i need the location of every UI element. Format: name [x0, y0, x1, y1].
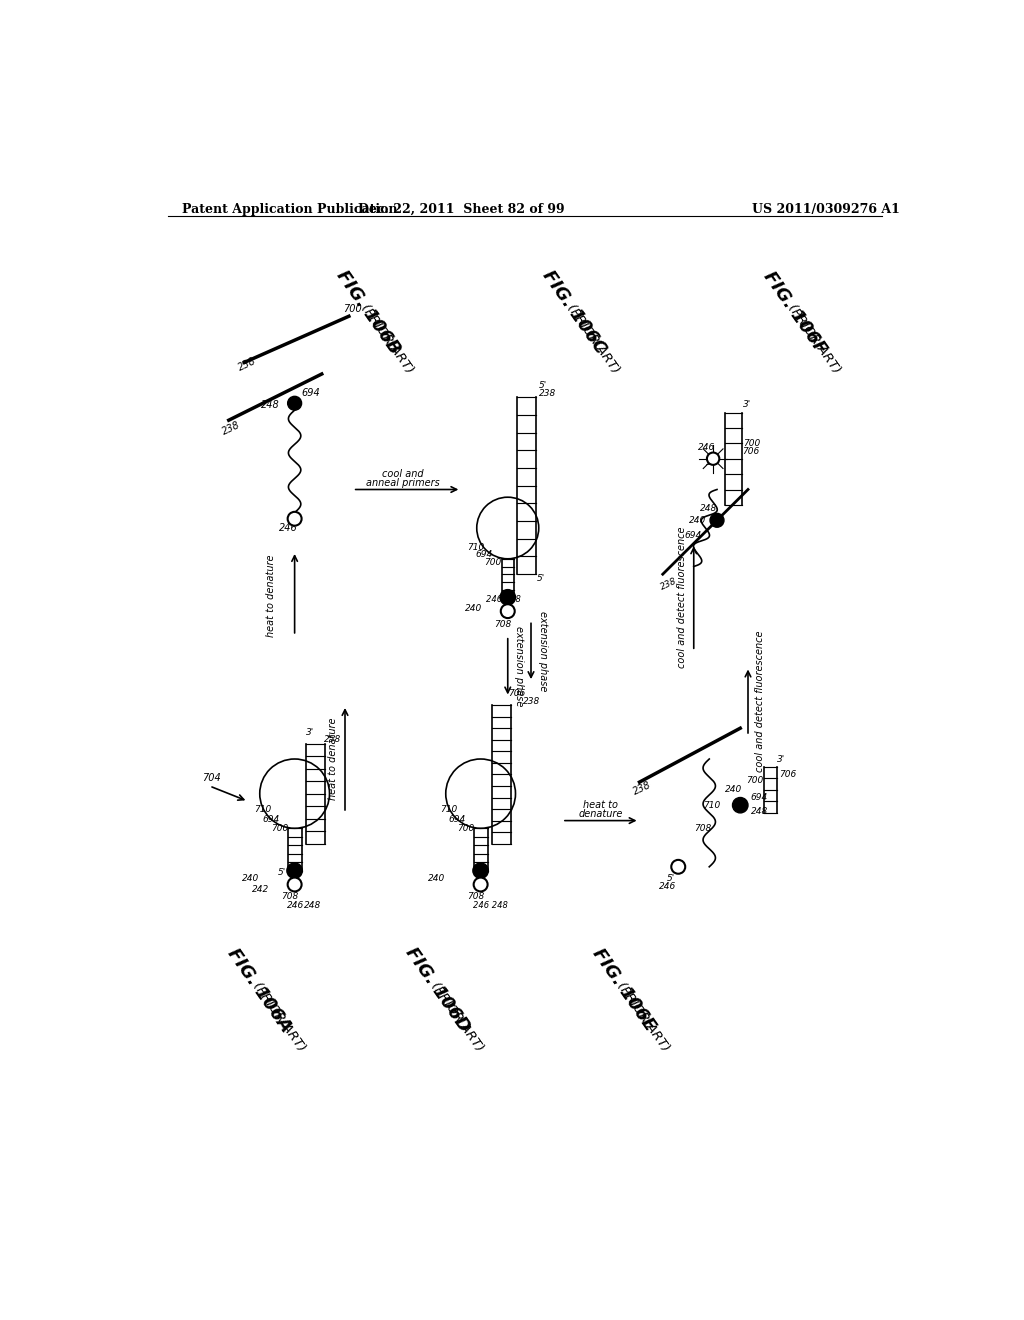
Text: 246 248: 246 248: [486, 595, 521, 605]
Text: 694: 694: [751, 793, 768, 803]
Text: heat to denature: heat to denature: [266, 554, 276, 638]
Text: 706: 706: [779, 770, 797, 779]
Circle shape: [500, 590, 515, 605]
Text: (PRIOR ART): (PRIOR ART): [785, 302, 843, 376]
Text: 710: 710: [702, 801, 720, 809]
Text: 708: 708: [467, 891, 484, 900]
Text: 5': 5': [278, 867, 286, 876]
Text: 248: 248: [304, 900, 322, 909]
Text: (PRIOR ART): (PRIOR ART): [358, 302, 417, 376]
Text: 246: 246: [658, 882, 676, 891]
Text: 710: 710: [467, 543, 484, 552]
Text: 238: 238: [539, 389, 556, 397]
Text: 238: 238: [632, 780, 653, 797]
Text: 238: 238: [658, 577, 678, 591]
Text: 710: 710: [440, 805, 458, 813]
Text: 248: 248: [751, 807, 768, 816]
Text: 700: 700: [271, 824, 289, 833]
Text: 3': 3': [777, 755, 785, 763]
Text: 708: 708: [693, 824, 711, 833]
Text: 240: 240: [465, 605, 482, 614]
Text: FIG. 106C: FIG. 106C: [539, 267, 609, 358]
Text: 238: 238: [523, 697, 541, 706]
Text: heat to denature: heat to denature: [329, 718, 338, 800]
Text: 5': 5': [538, 574, 546, 583]
Text: 240: 240: [725, 785, 742, 795]
Text: 5': 5': [539, 381, 547, 389]
Text: (PRIOR ART): (PRIOR ART): [564, 302, 622, 376]
Circle shape: [474, 878, 487, 891]
Text: 246: 246: [287, 900, 304, 909]
Text: FIG. 106D: FIG. 106D: [402, 944, 474, 1036]
Text: 694: 694: [302, 388, 321, 399]
Text: 3': 3': [742, 400, 751, 409]
Text: 240: 240: [428, 874, 445, 883]
Text: FIG. 106A: FIG. 106A: [224, 945, 295, 1035]
Text: 5': 5': [667, 874, 675, 883]
Text: 694: 694: [262, 814, 280, 824]
Text: 238: 238: [237, 356, 258, 374]
Text: anneal primers: anneal primers: [367, 478, 440, 488]
Text: Dec. 22, 2011  Sheet 82 of 99: Dec. 22, 2011 Sheet 82 of 99: [358, 203, 564, 216]
Text: cool and: cool and: [382, 469, 424, 479]
Text: 694: 694: [684, 531, 701, 540]
Text: FIG. 106B: FIG. 106B: [333, 267, 403, 358]
Text: Patent Application Publication: Patent Application Publication: [182, 203, 397, 216]
Text: 700: 700: [743, 438, 761, 447]
Text: 246 248: 246 248: [473, 900, 508, 909]
Text: cool and detect fluorescence: cool and detect fluorescence: [755, 631, 765, 772]
Circle shape: [707, 453, 719, 465]
Circle shape: [288, 512, 302, 525]
Text: 706: 706: [508, 689, 525, 698]
Text: heat to: heat to: [584, 800, 618, 810]
Circle shape: [710, 513, 724, 527]
Text: 3': 3': [306, 727, 314, 737]
Text: 248: 248: [700, 504, 717, 513]
Text: 242: 242: [252, 886, 269, 895]
Circle shape: [672, 859, 685, 874]
Text: 704: 704: [202, 774, 220, 783]
Text: 700: 700: [458, 824, 475, 833]
Text: (PRIOR ART): (PRIOR ART): [429, 979, 486, 1055]
Text: 694: 694: [449, 814, 465, 824]
Text: 246: 246: [280, 523, 298, 533]
Text: 240: 240: [689, 516, 707, 525]
Text: 238: 238: [221, 420, 243, 437]
Text: US 2011/0309276 A1: US 2011/0309276 A1: [752, 203, 899, 216]
Text: (PRIOR ART): (PRIOR ART): [614, 979, 672, 1055]
Circle shape: [288, 396, 302, 411]
Circle shape: [287, 863, 302, 878]
Text: FIG. 106F: FIG. 106F: [760, 268, 829, 358]
Text: 258: 258: [324, 735, 341, 744]
Text: (PRIOR ART): (PRIOR ART): [250, 979, 308, 1055]
Text: extension phase: extension phase: [514, 627, 524, 706]
Text: 240: 240: [242, 874, 259, 883]
Text: 5': 5': [706, 458, 714, 467]
Text: 694: 694: [475, 550, 493, 560]
Text: denature: denature: [579, 809, 623, 820]
Text: 706: 706: [742, 446, 760, 455]
Circle shape: [732, 797, 748, 813]
Text: 710: 710: [254, 805, 271, 813]
Text: cool and detect fluorescence: cool and detect fluorescence: [677, 527, 687, 668]
Text: 700: 700: [343, 304, 361, 314]
Text: 708: 708: [281, 891, 298, 900]
Circle shape: [473, 863, 488, 878]
Circle shape: [288, 878, 302, 891]
Text: extension phase: extension phase: [538, 611, 548, 692]
Text: 700: 700: [484, 558, 502, 568]
Text: 248: 248: [261, 400, 280, 409]
Circle shape: [501, 605, 515, 618]
Text: FIG. 106E: FIG. 106E: [589, 945, 659, 1035]
Text: 700: 700: [746, 776, 764, 785]
Text: 246: 246: [697, 442, 715, 451]
Text: 708: 708: [494, 620, 511, 628]
